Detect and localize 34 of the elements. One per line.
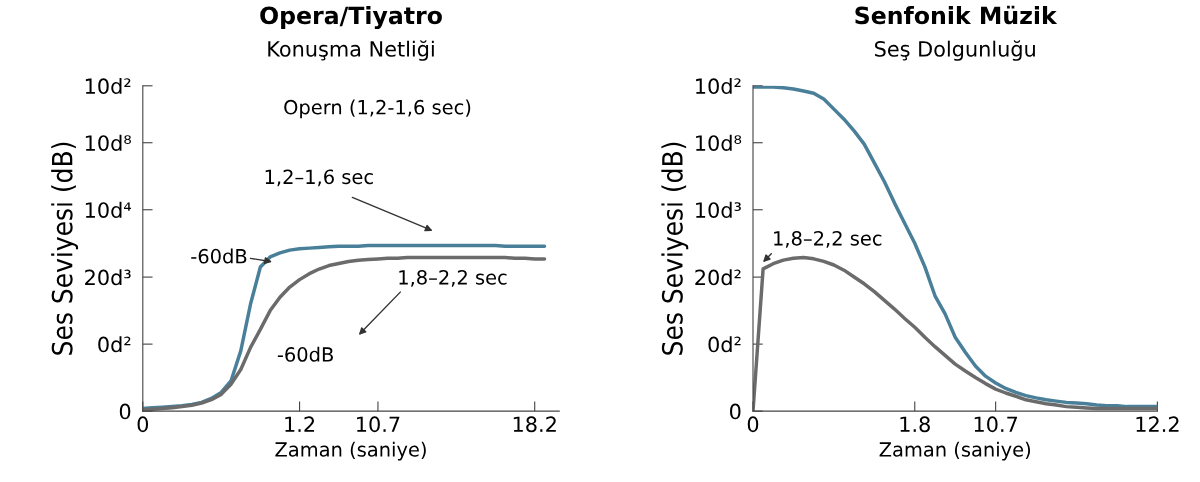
text: 1,2–1,6 sec — [265, 169, 373, 187]
x-tick-label: 1.2 — [285, 416, 315, 432]
x-axis-title: Zaman (saniye) — [879, 441, 1031, 461]
x-tick-label: 12.2 — [1136, 416, 1179, 432]
text: 0 — [730, 403, 741, 420]
annotation: 1,8–2,2 sec — [399, 269, 507, 287]
x-tick-label: 10.7 — [974, 416, 1018, 433]
text: Opern (1,2-1,6 sec) — [284, 99, 471, 119]
text: 0 — [119, 403, 131, 420]
annotation: -60dB — [191, 248, 247, 264]
x-tick-label: 0 — [137, 416, 149, 433]
text: 20d³ — [85, 269, 131, 286]
text: 10d⁴ — [85, 201, 132, 218]
text: 0d² — [98, 336, 131, 353]
y-axis-title: Ses Seviyesi (dB) — [51, 142, 79, 355]
text: 10d² — [85, 77, 131, 95]
annotation: 1,8–2,2 sec — [774, 230, 882, 248]
x-tick-label: 0 — [747, 416, 759, 433]
x-tick-label: 1.8 — [900, 416, 930, 433]
chart-subtitle: Konuşma Netliği — [268, 40, 434, 61]
annotation: -60dB — [277, 346, 333, 362]
y-axis-title: Ses Seviyesi (dB) — [661, 142, 689, 355]
x-tick-label: 18.2 — [513, 416, 556, 433]
text: 10d⁸ — [696, 134, 742, 151]
chart-subtitle: Seş Dolgunluğu — [875, 40, 1035, 61]
text: 20d² — [695, 269, 741, 286]
x-axis-title: Zaman (saniye) — [275, 441, 426, 461]
text: 10d⁸ — [85, 134, 131, 151]
text: 0d² — [708, 336, 741, 353]
chart-title: Senfonik Müzik — [855, 5, 1058, 25]
text: 10d³ — [696, 201, 741, 218]
x-tick-label: 10.7 — [357, 416, 400, 433]
chart-title: Opera/Tiyatro — [260, 6, 442, 30]
text: 10d² — [696, 77, 741, 95]
